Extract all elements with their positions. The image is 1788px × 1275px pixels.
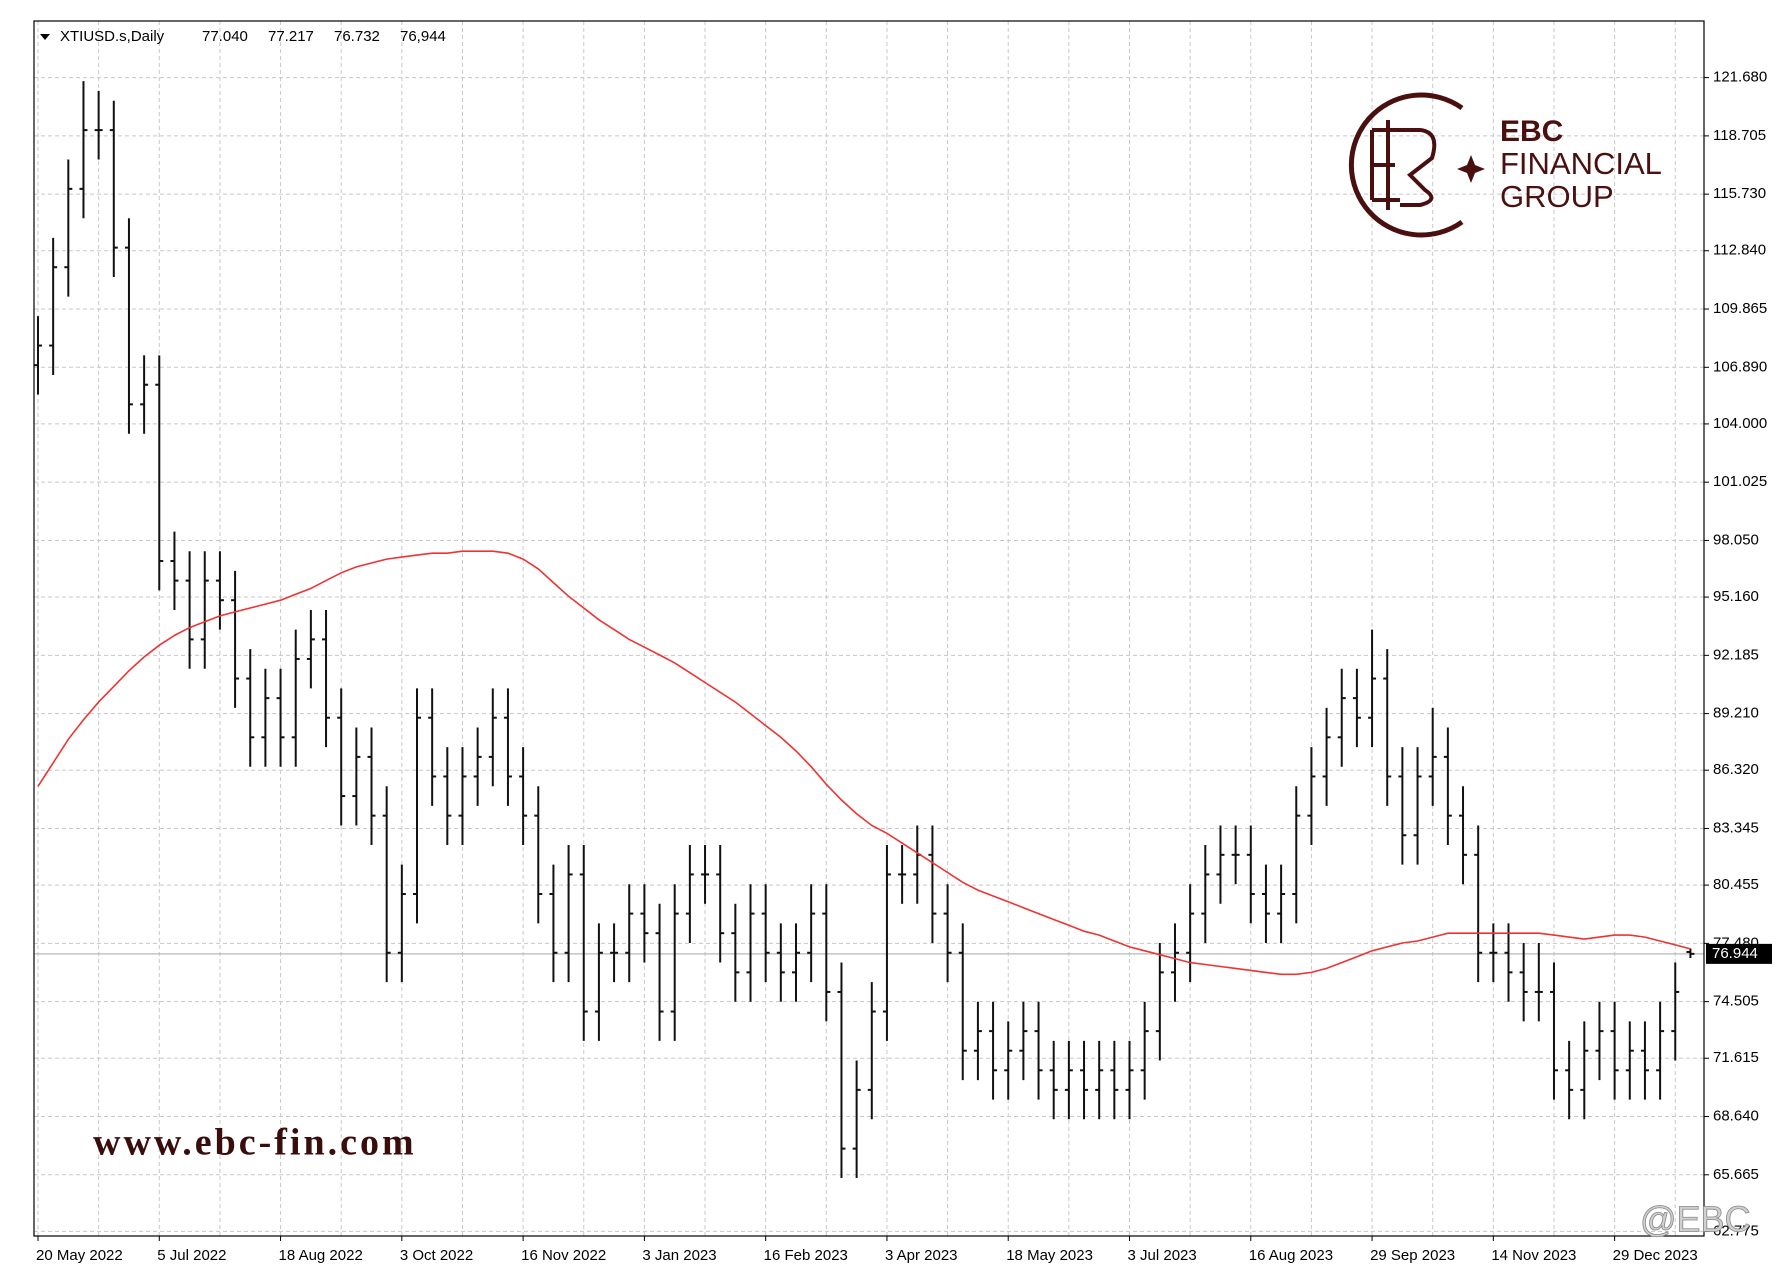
x-tick-label: 14 Nov 2023 [1491,1247,1576,1264]
dropdown-icon[interactable] [40,34,50,40]
y-tick-label: 104.000 [1713,415,1767,432]
moving-average [37,550,1691,976]
quote-value: 77.040 [202,28,248,45]
y-tick-label: 86.320 [1713,761,1759,778]
y-tick-label: 83.345 [1713,819,1759,836]
x-tick-label: 3 Apr 2023 [885,1247,958,1264]
x-tick-label: 16 Nov 2022 [521,1247,606,1264]
y-tick-label: 118.705 [1713,127,1766,144]
x-tick-label: 20 May 2022 [36,1247,123,1264]
quote-value: 76.732 [334,28,380,45]
x-tick-label: 3 Jul 2023 [1128,1247,1197,1264]
quote-value: 77.217 [268,28,314,45]
y-tick-label: 80.455 [1713,876,1759,893]
y-tick-label: 98.050 [1713,531,1759,548]
watermark: www.ebc-fin.com [93,1122,417,1164]
logo-star [1457,155,1485,183]
x-tick-label: 16 Feb 2023 [764,1247,848,1264]
x-tick-label: 29 Dec 2023 [1613,1247,1698,1264]
plot-border [33,20,1705,1237]
y-tick-label: 65.665 [1713,1166,1759,1183]
y-tick-label: 109.865 [1713,300,1767,317]
y-tick-label: 112.840 [1713,242,1766,259]
y-tick-label: 101.025 [1713,473,1767,490]
y-tick-label: 62.775 [1713,1222,1759,1239]
y-tick-label: 89.210 [1713,705,1759,722]
x-tick-label: 3 Oct 2022 [400,1247,473,1264]
y-tick-label: 95.160 [1713,588,1759,605]
credit: @EBC [1640,1199,1751,1240]
symbol: XTIUSD.s,Daily [60,28,165,45]
logo [1348,92,1485,238]
y-tick-label: 106.890 [1713,358,1767,375]
y-tick-label: 74.505 [1713,993,1759,1010]
last-price-box [1706,943,1772,964]
logo-text: FINANCIAL [1500,146,1662,181]
quote-value: 76,944 [400,28,446,45]
logo-ring [1348,92,1464,238]
logo-text: GROUP [1500,179,1614,214]
x-tick-label: 29 Sep 2023 [1370,1247,1455,1264]
plot-area [34,21,1704,1236]
x-tick-label: 18 May 2023 [1006,1247,1093,1264]
y-tick-label: 71.615 [1713,1049,1759,1066]
y-tick-label: 68.640 [1713,1107,1759,1124]
y-tick-label: 115.730 [1713,185,1766,202]
x-tick-label: 5 Jul 2022 [157,1247,226,1264]
y-tick-label: 121.680 [1713,69,1767,86]
x-tick-label: 16 Aug 2023 [1249,1247,1333,1264]
last-price-label: 76.944 [1712,945,1758,962]
y-tick-label: 92.185 [1713,646,1759,663]
logo-mark [1370,120,1437,210]
x-tick-label: 18 Aug 2022 [279,1247,363,1264]
x-tick-label: 3 Jan 2023 [642,1247,716,1264]
logo-text: EBC [1500,115,1563,148]
